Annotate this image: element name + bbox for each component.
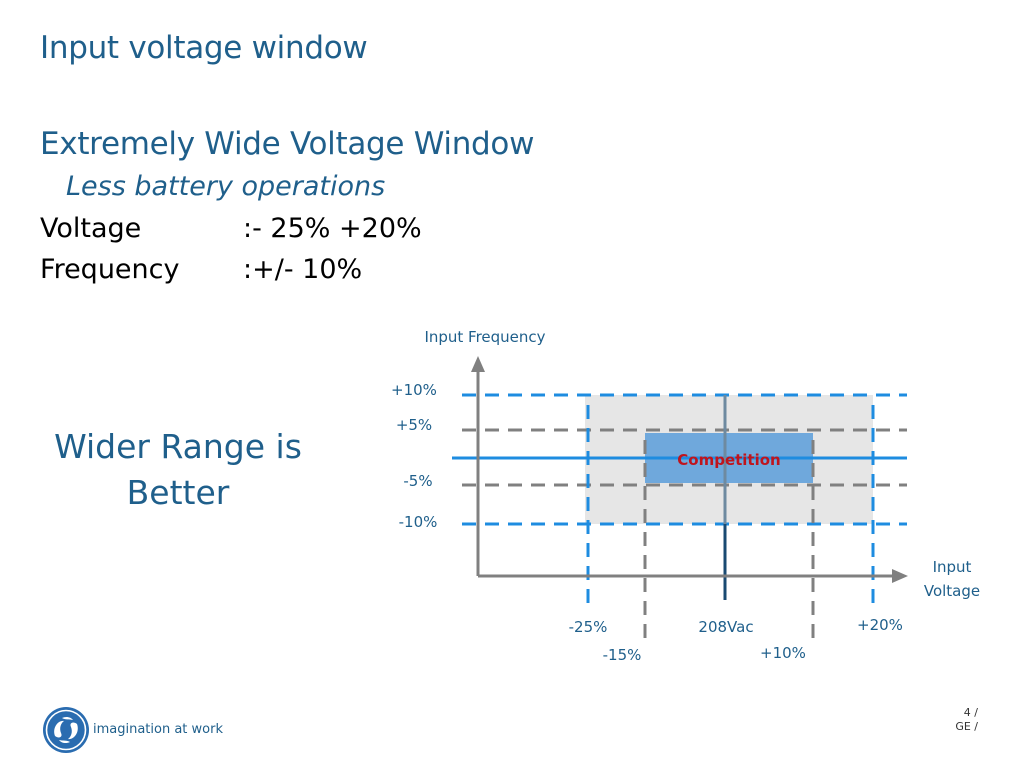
volt-label-plus10: +10% xyxy=(760,644,806,662)
volt-label-nominal: 208Vac xyxy=(698,618,753,636)
freq-label-minus10: -10% xyxy=(399,513,438,531)
heading: Extremely Wide Voltage Window xyxy=(40,126,535,162)
spec-value-voltage: :- 25% +20% xyxy=(243,213,422,244)
volt-label-minus25: -25% xyxy=(569,618,608,636)
y-axis-label: Input Frequency xyxy=(424,328,545,346)
callout-line1: Wider Range is xyxy=(54,427,302,466)
page-number-line2: GE / xyxy=(955,720,978,733)
spec-value-frequency: :+/- 10% xyxy=(243,254,363,285)
page-number: 4 / GE / xyxy=(955,706,978,734)
logo-tagline: imagination at work xyxy=(93,722,223,737)
volt-label-plus20: +20% xyxy=(857,616,903,634)
x-axis-label-line2: Voltage xyxy=(924,582,980,600)
competition-label: Competition xyxy=(677,451,780,469)
callout: Wider Range is Better xyxy=(28,424,328,516)
freq-label-plus10: +10% xyxy=(391,381,437,399)
slide-title: Input voltage window xyxy=(40,30,368,66)
page-number-line1: 4 / xyxy=(963,706,978,719)
x-axis-label-line1: Input xyxy=(933,558,972,576)
freq-label-minus5: -5% xyxy=(403,472,432,490)
volt-label-minus15: -15% xyxy=(603,646,642,664)
subheading: Less battery operations xyxy=(66,171,386,202)
spec-label-voltage: Voltage xyxy=(40,213,142,244)
x-axis-arrow xyxy=(892,569,908,583)
spec-label-frequency: Frequency xyxy=(40,254,180,285)
callout-line2: Better xyxy=(126,473,230,512)
y-axis-arrow xyxy=(471,356,485,372)
ge-logo-icon xyxy=(43,707,89,753)
freq-label-plus5: +5% xyxy=(396,416,432,434)
